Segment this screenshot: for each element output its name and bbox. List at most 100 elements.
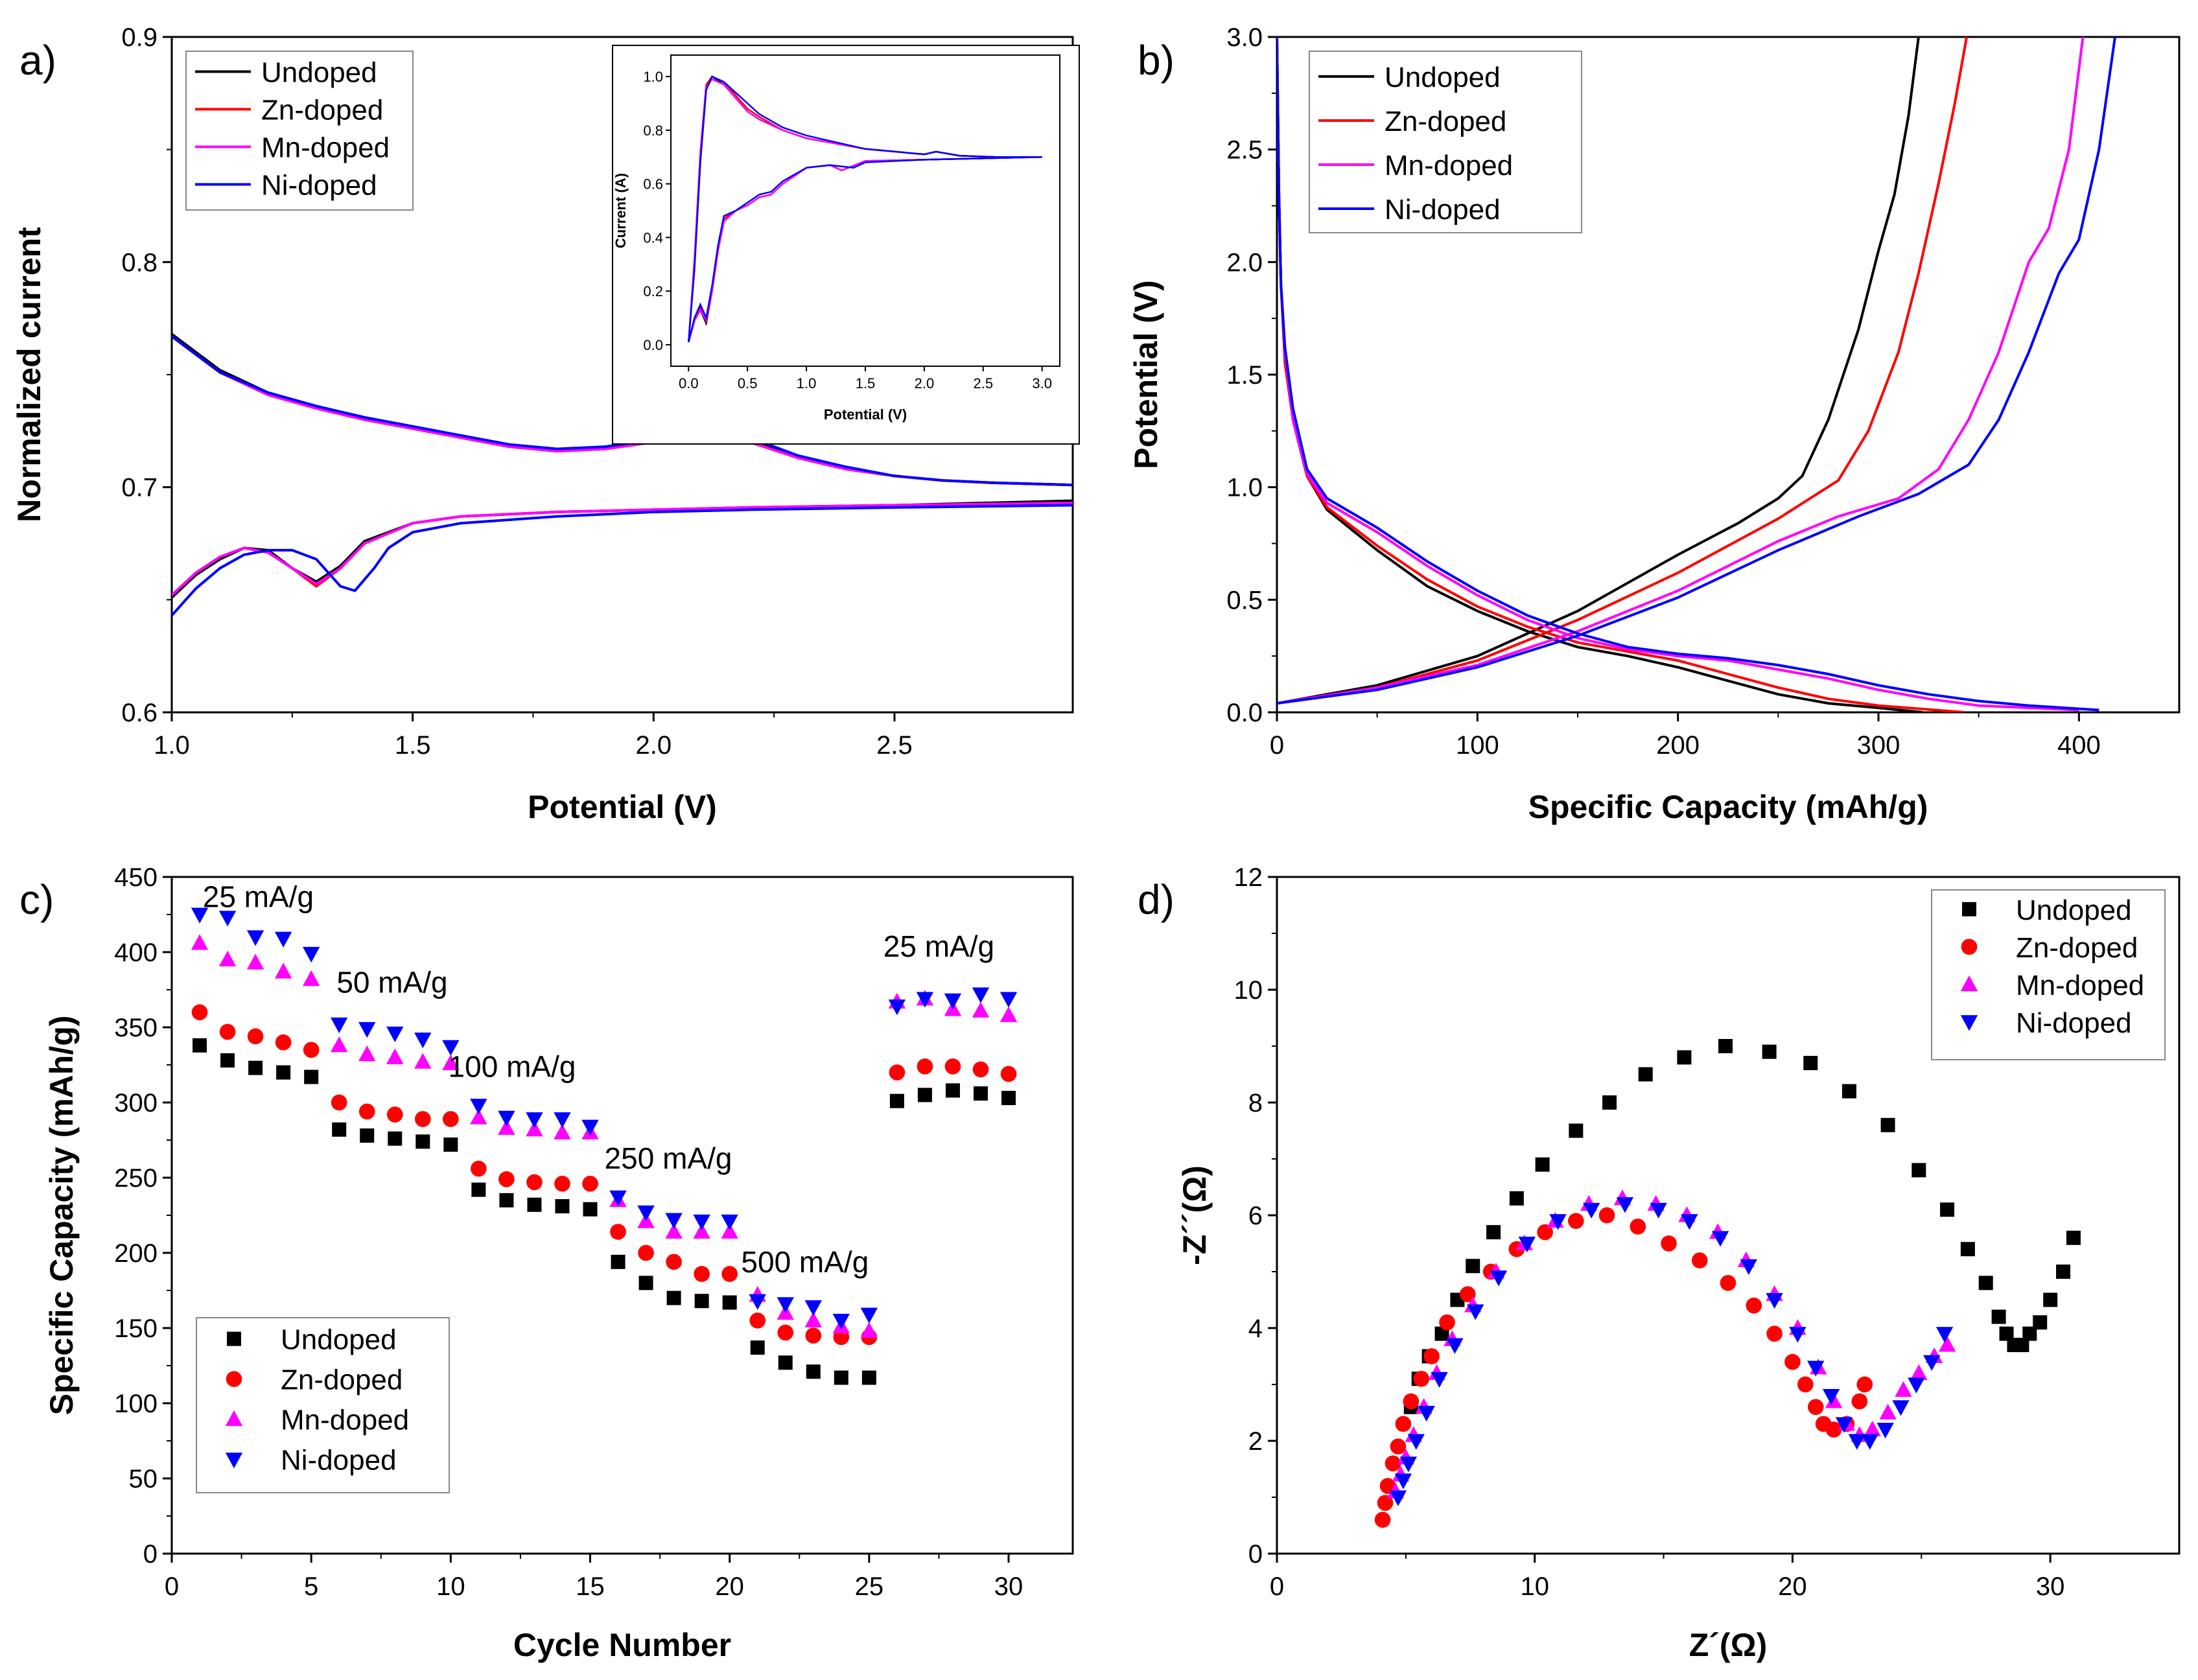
data-point	[916, 992, 934, 1008]
data-point	[917, 1088, 932, 1102]
data-point	[1399, 1456, 1418, 1473]
data-point	[1789, 1327, 1806, 1343]
data-point	[442, 1054, 460, 1071]
data-point	[1439, 1314, 1455, 1331]
x-axis-title: Specific Capacity (mAh/g)	[1528, 789, 1928, 825]
data-point	[1466, 1259, 1480, 1274]
y-tick-label: 0.9	[121, 23, 158, 52]
data-point	[1418, 1406, 1435, 1422]
data-point	[1537, 1224, 1553, 1241]
data-point	[1583, 1202, 1600, 1219]
data-point	[777, 1324, 794, 1341]
data-point	[1856, 1376, 1873, 1393]
panel-a: a) 1.0 1.5 2.0 2.5 0.6 0.7 0.8 0.9 Potential (V) N…	[11, 23, 1080, 825]
data-point	[226, 1371, 242, 1387]
y-tick-label: 2.0	[1226, 248, 1263, 277]
data-point	[555, 1199, 570, 1214]
y-tick-label: 12	[1234, 863, 1263, 892]
data-point	[721, 1222, 738, 1239]
data-point	[1978, 1276, 1993, 1290]
data-point	[442, 1040, 460, 1056]
data-point	[1385, 1455, 1401, 1472]
data-point	[218, 950, 237, 967]
data-point	[470, 1108, 487, 1125]
data-point	[1940, 1202, 1955, 1217]
data-point	[582, 1175, 598, 1192]
data-point	[1377, 1495, 1394, 1511]
data-point	[1961, 939, 1978, 955]
x-tick-label: 1.0	[154, 731, 190, 760]
legend-label: Zn-doped	[1385, 106, 1506, 137]
x-tick-label: 100	[1456, 731, 1499, 760]
data-point	[1000, 1066, 1017, 1082]
x-axis-title: Z´(Ω)	[1689, 1627, 1768, 1663]
data-point	[2022, 1326, 2037, 1341]
data-point	[1864, 1420, 1881, 1437]
inset-y-tick-label: 1.0	[643, 69, 663, 85]
data-point	[193, 1038, 207, 1053]
data-point	[834, 1370, 848, 1385]
cv-lower-line-zn-doped	[172, 502, 1073, 596]
data-point	[804, 1300, 822, 1316]
data-point	[246, 930, 264, 946]
legend-label: Ni-doped	[1385, 194, 1501, 226]
data-point	[750, 1340, 765, 1355]
data-point	[583, 1202, 598, 1217]
panel-letter: d)	[1138, 876, 1175, 923]
data-point	[1892, 1400, 1910, 1416]
data-point	[1630, 1219, 1646, 1235]
data-point	[1807, 1360, 1825, 1377]
legend-label: Ni-doped	[281, 1445, 397, 1476]
data-point	[246, 953, 264, 970]
y-tick-label: 2	[1248, 1427, 1263, 1456]
data-point	[1999, 1326, 2014, 1341]
data-point	[2033, 1315, 2048, 1330]
data-point	[1935, 1327, 1954, 1343]
data-point	[1413, 1370, 1430, 1387]
data-point	[1390, 1438, 1407, 1455]
legend-label: Undoped	[1385, 62, 1501, 93]
y-tick-label: 8	[1248, 1089, 1263, 1117]
panel-c: c)0 5 10 15 20 25 3005010015020025030035040045…	[19, 863, 1074, 1663]
data-point	[386, 1026, 404, 1043]
data-point	[861, 1370, 876, 1385]
data-point	[1803, 1056, 1818, 1071]
data-point	[972, 1061, 989, 1078]
data-point	[498, 1119, 515, 1135]
data-point	[1876, 1423, 1894, 1439]
data-point	[1677, 1050, 1692, 1065]
x-tick-label: 300	[1857, 731, 1900, 760]
data-point	[526, 1121, 543, 1137]
data-point	[1895, 1381, 1912, 1397]
data-point	[917, 1058, 933, 1075]
data-point	[1569, 1123, 1584, 1138]
y-axis-title: Specific Capacity (mAh/g)	[43, 1016, 80, 1416]
y-tick-label: 0	[1248, 1540, 1263, 1569]
panel-d: d) 0 10 20 30 0 2 4 6 8 10 12 Z´(Ω) -Z´´(Ω) Undoped Zn-…	[1138, 863, 2180, 1663]
y-tick-label: 0.5	[1226, 586, 1263, 614]
y-tick-label: 0.8	[121, 248, 158, 277]
inset-y-tick-label: 0.2	[643, 283, 663, 299]
inset-y-tick-label: 0.8	[643, 122, 663, 139]
data-point	[526, 1174, 543, 1191]
data-point	[1910, 1364, 1928, 1381]
data-point	[804, 1311, 822, 1327]
data-point	[1001, 1091, 1016, 1106]
data-point	[1681, 1214, 1698, 1230]
inset-y-tick-label: 0.6	[643, 176, 663, 192]
data-point	[386, 1106, 403, 1123]
data-point	[191, 1004, 208, 1021]
panel-letter: a)	[19, 37, 56, 84]
inset-lower-line-mn-doped	[688, 156, 1042, 343]
data-point	[666, 1290, 681, 1305]
data-point	[331, 1036, 348, 1053]
data-point	[1991, 1309, 2006, 1324]
data-point	[1740, 1259, 1758, 1276]
y-axis-title: -Z´´(Ω)	[1176, 1165, 1213, 1265]
inset-y-tick-label: 0.0	[643, 337, 663, 353]
discharge-line-zn-doped	[1277, 37, 1965, 712]
x-tick-label: 0	[1270, 731, 1284, 760]
legend-label: Mn-doped	[2016, 970, 2144, 1001]
data-point	[220, 1053, 235, 1068]
data-point	[860, 1307, 878, 1324]
